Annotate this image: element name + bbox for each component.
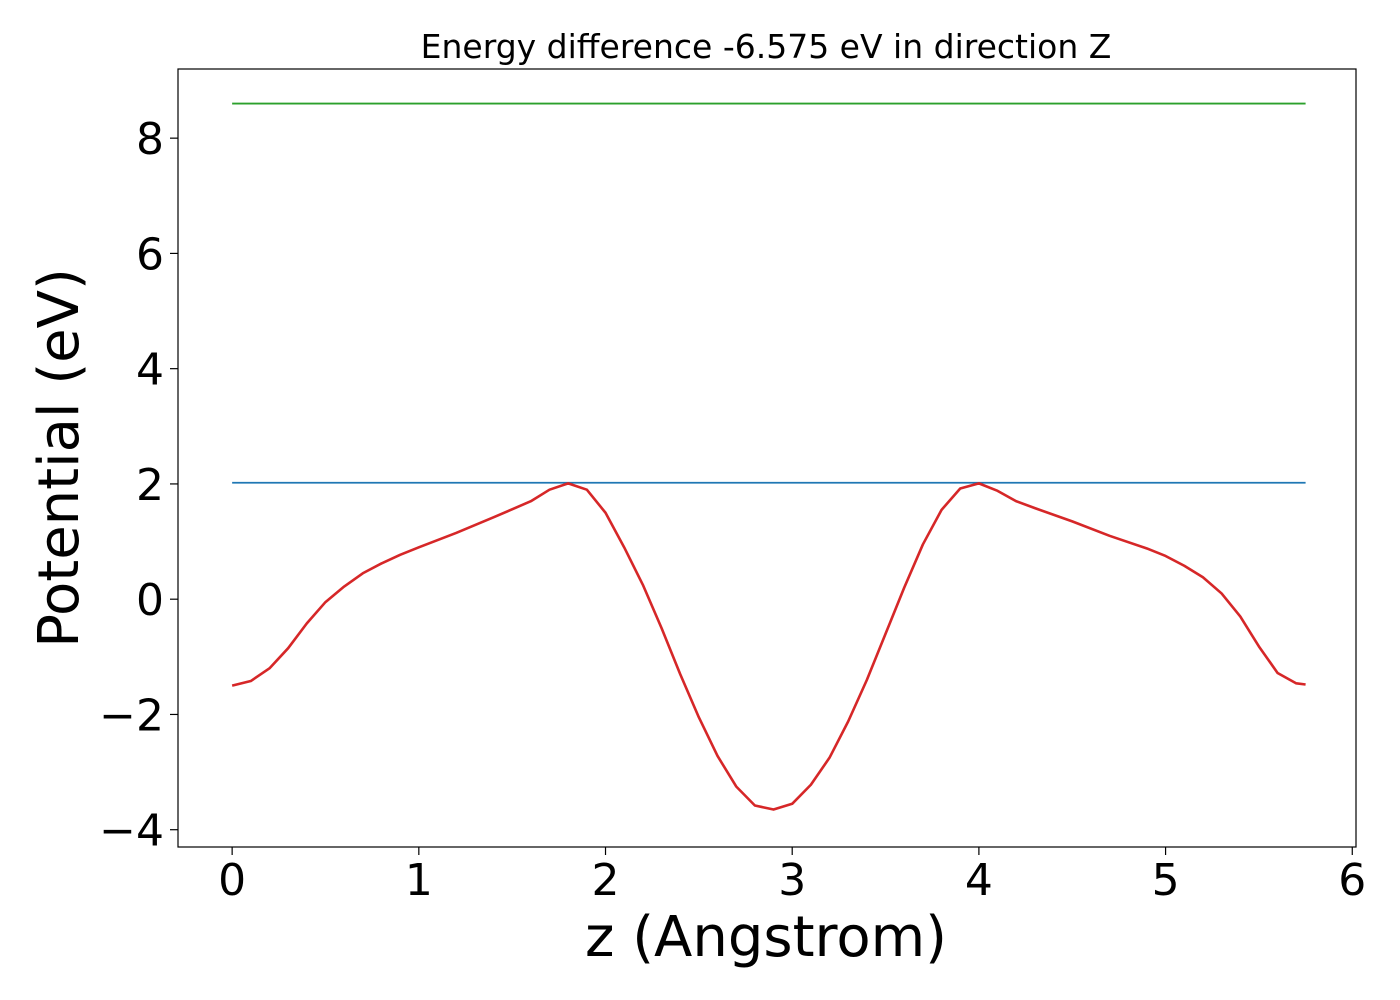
series-layer [231,102,1306,811]
y-tick-label: 0 [136,575,164,626]
x-tick-label: 4 [965,855,993,906]
x-tick-label: 2 [592,855,620,906]
y-tick-label: 6 [136,229,164,280]
x-tick-label: 6 [1338,855,1366,906]
chart-title: Energy difference -6.575 eV in direction… [421,27,1112,66]
y-tick-label: −4 [99,806,164,857]
y-tick-label: −2 [99,690,164,741]
y-tick-label: 2 [136,460,164,511]
series-line-3 [231,482,1306,811]
tick-layer: 0 1 2 3 4 5 6 −4 −2 0 2 4 6 8 [99,114,1366,906]
x-tick-label: 1 [405,855,433,906]
y-axis-label: Potential (eV) [27,268,92,648]
x-axis-label: z (Angstrom) [585,905,947,970]
x-tick-label: 5 [1152,855,1180,906]
x-tick-label: 3 [778,855,806,906]
x-tick-label: 0 [218,855,246,906]
axes-frame [177,68,1357,848]
y-tick-label: 8 [136,114,164,165]
y-tick-label: 4 [136,345,164,396]
